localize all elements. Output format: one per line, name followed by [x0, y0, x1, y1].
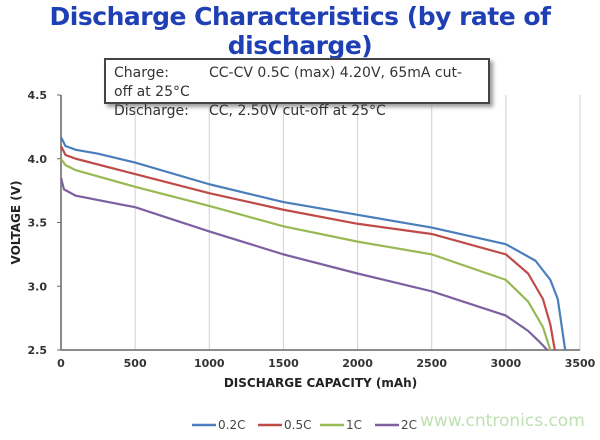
- discharge-label: Discharge:: [114, 103, 189, 119]
- x-tick-label: 1500: [268, 357, 299, 370]
- y-tick-label: 3.5: [28, 217, 48, 230]
- y-tick-label: 4.0: [28, 153, 48, 166]
- x-tick-label: 2000: [342, 357, 373, 370]
- x-tick-label: 0: [57, 357, 65, 370]
- x-tick-label: 2500: [416, 357, 447, 370]
- series-line-0.2C: [60, 136, 567, 351]
- series-line-2C: [59, 177, 549, 351]
- charge-label: Charge:: [114, 65, 169, 81]
- series-line-1C: [60, 158, 552, 351]
- x-tick-label: 500: [124, 357, 147, 370]
- legend-label-2C: 2C: [401, 418, 417, 432]
- y-axis-label: VOLTAGE (V): [9, 181, 23, 265]
- series-line-0.5C: [60, 145, 556, 351]
- watermark: www.cntronics.com: [420, 411, 585, 431]
- y-tick-label: 2.5: [28, 344, 48, 357]
- legend-label-0.5C: 0.5C: [284, 418, 311, 432]
- chart-title: Discharge Characteristics (by rate of di…: [49, 2, 551, 60]
- y-tick-label: 4.5: [28, 89, 48, 102]
- legend-label-1C: 1C: [346, 418, 362, 432]
- legend-label-0.2C: 0.2C: [218, 418, 245, 432]
- discharge-text: CC, 2.50V cut-off at 25°C: [209, 103, 386, 119]
- x-axis-label: DISCHARGE CAPACITY (mAh): [224, 376, 417, 390]
- x-tick-label: 3000: [491, 357, 522, 370]
- test-conditions-box: Charge: CC-CV 0.5C (max) 4.20V, 65mA cut-…: [104, 58, 490, 119]
- x-tick-label: 3500: [565, 357, 596, 370]
- x-tick-label: 1000: [194, 357, 225, 370]
- y-tick-label: 3.0: [28, 280, 48, 293]
- charge-text: CC-CV 0.5C (max) 4.20V, 65mA cut-off at …: [114, 65, 463, 100]
